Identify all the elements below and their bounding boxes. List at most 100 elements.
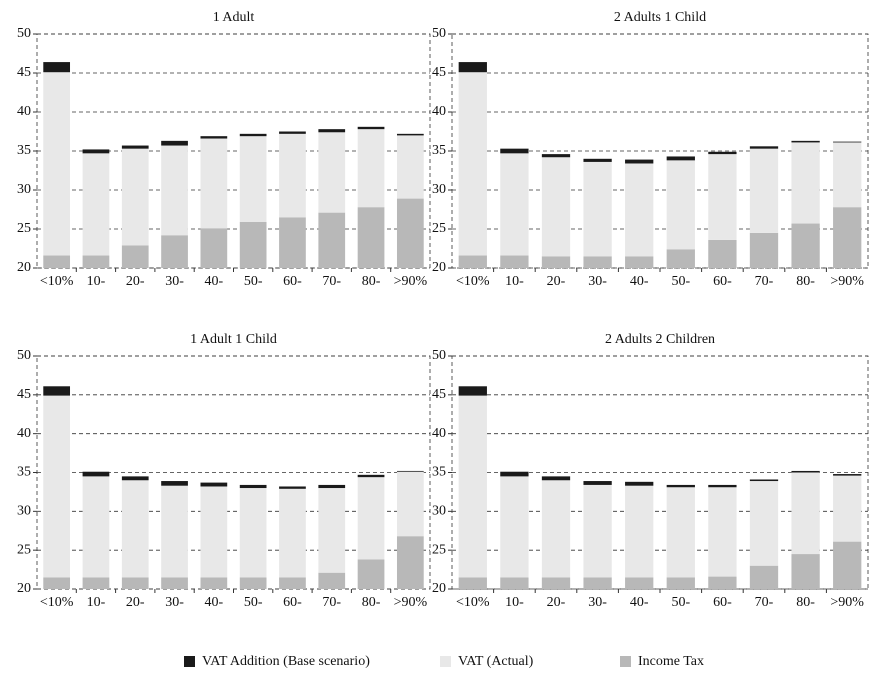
- bar-segment: [833, 475, 862, 542]
- chart-title: 2 Adults 1 Child: [614, 10, 706, 25]
- bar-segment: [583, 481, 612, 485]
- bar-segment: [200, 228, 228, 268]
- legend-swatch: [620, 656, 631, 667]
- bar-segment: [43, 255, 71, 268]
- bar-segment: [396, 198, 424, 268]
- bar-segment: [708, 154, 737, 240]
- bar-segment: [541, 256, 571, 268]
- y-tick-label: 45: [17, 387, 31, 402]
- bar-segment: [318, 572, 346, 589]
- x-tick-label: 10-: [87, 274, 106, 289]
- x-tick-label: >90%: [394, 274, 428, 289]
- bar-segment: [583, 158, 612, 162]
- bar-segment: [200, 136, 228, 139]
- x-tick-label: 50-: [671, 595, 690, 610]
- bar-segment: [357, 474, 385, 478]
- x-tick-label: >90%: [394, 595, 428, 610]
- x-tick-label: 20-: [547, 274, 566, 289]
- bar-segment: [82, 476, 110, 578]
- x-tick-label: 20-: [126, 595, 145, 610]
- legend-label: Income Tax: [638, 654, 704, 669]
- bar-segment: [279, 488, 306, 578]
- bar-segment: [583, 577, 612, 589]
- y-tick-label: 20: [17, 260, 31, 275]
- bar-segment: [625, 159, 654, 164]
- x-tick-label: 30-: [165, 595, 184, 610]
- chart-title: 2 Adults 2 Children: [605, 332, 715, 347]
- bar-segment: [791, 472, 820, 555]
- bar-segment: [43, 395, 71, 578]
- x-tick-label: >90%: [830, 595, 864, 610]
- bar-segment: [121, 480, 149, 578]
- bar-segment: [458, 577, 487, 589]
- bar-segment: [583, 484, 612, 578]
- bar-segment: [161, 485, 188, 578]
- x-tick-label: 80-: [362, 595, 381, 610]
- y-tick-label: 45: [432, 387, 446, 402]
- x-tick-label: >90%: [830, 274, 864, 289]
- x-tick-label: 60-: [283, 274, 302, 289]
- x-tick-label: 60-: [283, 595, 302, 610]
- y-tick-label: 40: [17, 104, 31, 119]
- bar-segment: [200, 577, 228, 589]
- x-tick-label: <10%: [456, 274, 490, 289]
- bar-segment: [666, 160, 695, 250]
- bar-segment: [791, 142, 820, 224]
- bar-segment: [161, 140, 188, 146]
- bar-segment: [666, 249, 695, 268]
- bar-segment: [82, 471, 110, 477]
- bar-segment: [583, 256, 612, 268]
- bar-segment: [357, 129, 385, 208]
- bar-segment: [458, 386, 487, 396]
- bar-segment: [239, 484, 267, 489]
- bar-segment: [121, 145, 149, 149]
- y-tick-label: 35: [432, 143, 446, 158]
- bar-segment: [541, 476, 571, 481]
- x-tick-label: 40-: [630, 274, 649, 289]
- bar-segment: [82, 255, 110, 268]
- bar-segment: [161, 145, 188, 236]
- bar-segment: [541, 480, 571, 578]
- x-tick-label: <10%: [40, 274, 74, 289]
- bar-segment: [121, 245, 149, 268]
- y-tick-label: 20: [17, 581, 31, 596]
- bar-segment: [625, 163, 654, 257]
- bar-segment: [43, 72, 71, 256]
- y-tick-label: 40: [17, 426, 31, 441]
- bar-segment: [708, 487, 737, 577]
- y-tick-label: 30: [432, 504, 446, 519]
- y-tick-label: 40: [432, 104, 446, 119]
- x-tick-label: 70-: [322, 595, 341, 610]
- y-tick-label: 50: [17, 26, 31, 41]
- bar-segment: [541, 577, 571, 589]
- bar-segment: [541, 157, 571, 257]
- y-tick-label: 35: [17, 465, 31, 480]
- bar-segment: [82, 577, 110, 589]
- x-tick-label: 50-: [244, 595, 263, 610]
- x-tick-label: 60-: [713, 595, 732, 610]
- legend-swatch: [440, 656, 451, 667]
- y-tick-label: 30: [17, 504, 31, 519]
- bar-segment: [749, 232, 779, 268]
- bar-segment: [708, 576, 737, 589]
- x-tick-label: 10-: [505, 274, 524, 289]
- bar-segment: [833, 141, 862, 143]
- legend-label: VAT Addition (Base scenario): [202, 654, 370, 669]
- bar-segment: [833, 142, 862, 208]
- bar-segment: [500, 577, 529, 589]
- bar-segment: [666, 487, 695, 578]
- x-tick-label: 20-: [126, 274, 145, 289]
- bar-segment: [82, 153, 110, 256]
- bar-segment: [708, 484, 737, 488]
- x-tick-label: 30-: [588, 274, 607, 289]
- x-tick-label: 70-: [755, 595, 774, 610]
- bar-segment: [500, 153, 529, 256]
- x-tick-label: 70-: [322, 274, 341, 289]
- bar-segment: [708, 151, 737, 155]
- bar-segment: [396, 133, 424, 136]
- bar-segment: [121, 577, 149, 589]
- bar-segment: [791, 140, 820, 143]
- legend-swatch: [184, 656, 195, 667]
- bar-segment: [500, 471, 529, 477]
- x-tick-label: 20-: [547, 595, 566, 610]
